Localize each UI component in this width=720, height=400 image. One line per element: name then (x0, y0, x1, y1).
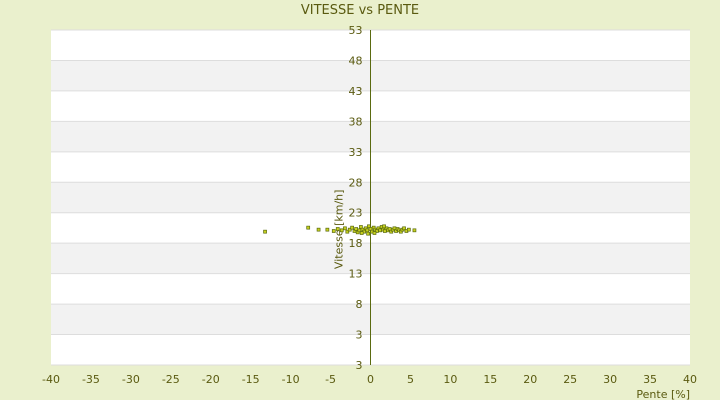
x-tick-label: -30 (122, 373, 140, 386)
data-point (343, 226, 347, 231)
y-tick-label: 13 (349, 268, 363, 281)
data-point (263, 229, 267, 234)
data-point (372, 231, 377, 235)
y-tick-label: 53 (349, 24, 363, 37)
data-point (402, 226, 406, 231)
y-tick-label: 3 (356, 329, 363, 342)
y-tick-label: 28 (349, 176, 363, 189)
x-tick-label: 5 (407, 373, 414, 386)
data-point (359, 231, 364, 235)
x-tick-label: -10 (282, 373, 300, 386)
data-point (365, 228, 370, 233)
x-tick-label: -5 (325, 373, 336, 386)
x-tick-label: 10 (443, 373, 457, 386)
data-point (345, 229, 350, 234)
data-point (354, 227, 358, 231)
x-tick-label: 30 (603, 373, 617, 386)
y-tick-label: 33 (349, 146, 363, 159)
data-point (335, 227, 340, 231)
x-tick-label: 20 (523, 373, 537, 386)
data-point (316, 227, 321, 232)
data-point (325, 227, 330, 232)
x-tick-label: -35 (82, 373, 100, 386)
data-point (350, 225, 354, 230)
x-tick-label: -40 (42, 373, 60, 386)
x-tick-label: -15 (242, 373, 260, 386)
data-point (331, 229, 336, 233)
x-tick-label: -25 (162, 373, 180, 386)
data-point (306, 225, 311, 230)
y-tick-label: 8 (356, 298, 363, 311)
y-tick-label: 18 (349, 237, 363, 250)
x-tick-label: -20 (202, 373, 220, 386)
y-tick-label: 3 (356, 359, 363, 372)
x-tick-label: 15 (483, 373, 497, 386)
data-point (406, 227, 411, 232)
data-point (347, 227, 352, 232)
chart-title: VITESSE vs PENTE (301, 3, 419, 18)
data-points (263, 224, 417, 236)
data-point (382, 224, 386, 229)
data-point (339, 228, 344, 233)
x-tick-label: 0 (367, 373, 374, 386)
data-point (412, 228, 417, 233)
y-tick-label: 38 (349, 115, 363, 128)
y-tick-label: 43 (349, 85, 363, 98)
y-tick-label: 23 (349, 207, 363, 220)
x-tick-label: 25 (563, 373, 577, 386)
x-tick-labels: -40 -35 -30 -25 -20 -15 -10 -5 0 5 10 15 20 25 30 35 40 (42, 373, 697, 386)
x-tick-label: 40 (683, 373, 697, 386)
y-tick-label: 48 (349, 54, 363, 67)
data-point (366, 231, 370, 236)
x-tick-label: 35 (643, 373, 657, 386)
data-point (378, 228, 382, 233)
x-axis-label: Pente [%] (636, 388, 690, 400)
